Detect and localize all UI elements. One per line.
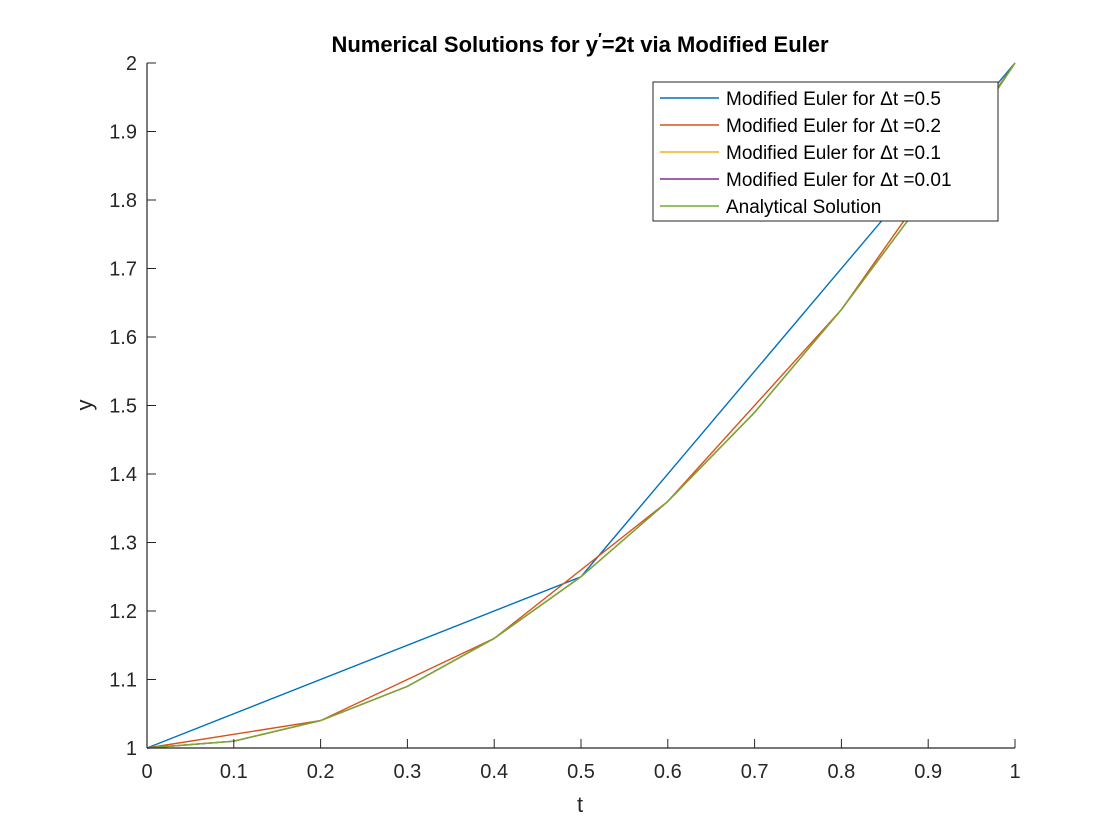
series-line-5 xyxy=(146,62,1016,749)
title-prime: ′ xyxy=(598,31,602,48)
legend: Modified Euler for Δt =0.5 Modified Euler… xyxy=(652,81,999,222)
y-tick-label: 1.7 xyxy=(109,259,137,281)
y-tick-label: 1 xyxy=(126,738,137,760)
legend-label-3: Modified Euler for Δt =0.1 xyxy=(726,143,941,164)
y-tick-label: 1.2 xyxy=(109,601,137,623)
x-tick-label: 0.8 xyxy=(827,761,855,783)
y-tick-label: 2 xyxy=(126,53,137,75)
legend-items: Modified Euler for Δt =0.5 Modified Euler… xyxy=(660,89,952,218)
x-tick-label: 0.1 xyxy=(220,761,248,783)
legend-label-2: Modified Euler for Δt =0.2 xyxy=(726,116,941,137)
x-tick-label: 0.6 xyxy=(654,761,682,783)
legend-label-1: Modified Euler for Δt =0.5 xyxy=(726,89,941,110)
title-rest: =2t via Modified Euler xyxy=(602,32,829,57)
x-tick-label: 0.2 xyxy=(307,761,335,783)
x-tick-label: 0.7 xyxy=(741,761,769,783)
y-tick-label: 1.8 xyxy=(109,190,137,212)
x-tick-label: 0.4 xyxy=(480,761,508,783)
x-tick-label: 1 xyxy=(1009,761,1020,783)
x-tick-label: 0 xyxy=(141,761,152,783)
y-tick-label: 1.3 xyxy=(109,533,137,555)
y-tick-label: 1.6 xyxy=(109,327,137,349)
y-tick-label: 1.9 xyxy=(109,122,137,144)
series-layer xyxy=(146,62,1016,749)
x-axis-label: t xyxy=(577,792,583,817)
legend-label-4: Modified Euler for Δt =0.01 xyxy=(726,170,952,191)
y-tick-label: 1.5 xyxy=(109,396,137,418)
chart-title: Numerical Solutions for y′=2t via Modifi… xyxy=(331,31,829,57)
y-tick-label: 1.1 xyxy=(109,670,137,692)
x-tick-label: 0.3 xyxy=(393,761,421,783)
legend-label-5: Analytical Solution xyxy=(726,197,881,218)
y-tick-label: 1.4 xyxy=(109,464,137,486)
y-axis-label: y xyxy=(72,400,97,411)
x-tick-label: 0.5 xyxy=(567,761,595,783)
x-tick-label: 0.9 xyxy=(914,761,942,783)
series-line-2 xyxy=(146,62,1016,749)
ticks-layer: 0 0.1 0.2 0.3 0.4 0.5 0.6 0.7 0.8 0.9 1 1 1.1 1.2 1.3 1… xyxy=(109,53,1020,783)
